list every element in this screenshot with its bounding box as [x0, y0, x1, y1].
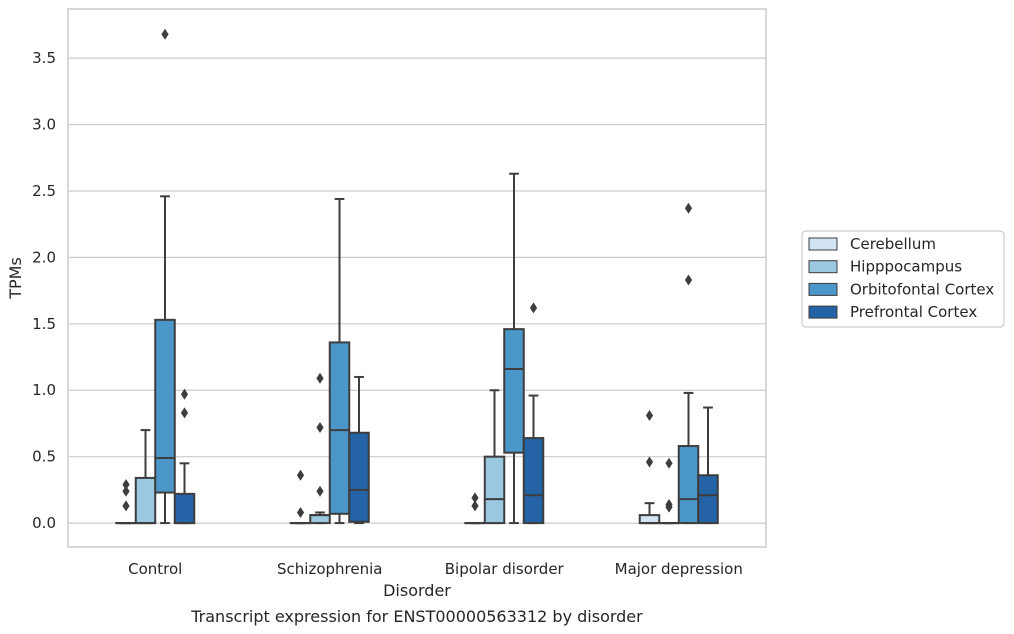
x-tick-label: Major depression	[615, 560, 743, 578]
y-tick-label: 3.5	[32, 49, 56, 67]
outlier-point	[316, 421, 324, 433]
legend-label: Cerebellum	[850, 235, 936, 253]
iqr-box	[348, 431, 370, 523]
legend-label: Hipppocampus	[850, 258, 962, 276]
box-hipppocampus	[309, 372, 331, 525]
iqr-box	[134, 476, 157, 525]
box-orbitofontal-cortex	[677, 202, 700, 525]
iqr-box	[173, 492, 196, 525]
iqr-box	[677, 445, 700, 525]
y-tick-label: 0.5	[32, 448, 56, 466]
legend: Cerebellum Hipppocampus Orbitofontal Corte…	[801, 230, 1005, 328]
legend-swatch	[808, 237, 838, 251]
legend-swatch	[808, 282, 838, 296]
outlier-point	[122, 485, 130, 497]
x-tick-label: Control	[128, 560, 182, 578]
outlier-point	[122, 500, 130, 512]
x-axis-title: Disorder	[383, 581, 451, 600]
box-prefrontal-cortex	[522, 302, 545, 525]
outlier-point	[645, 456, 654, 468]
box-hipppocampus	[483, 389, 506, 525]
box-prefrontal-cortex	[173, 388, 196, 525]
outlier-point	[471, 500, 479, 512]
box-prefrontal-cortex	[697, 406, 719, 525]
iqr-box	[309, 514, 331, 525]
legend-label: Orbitofontal Cortex	[850, 280, 994, 298]
outlier-point	[161, 28, 169, 40]
y-tick-label: 2.0	[32, 248, 56, 266]
box-cerebellum	[115, 479, 137, 525]
iqr-box	[328, 341, 351, 515]
outlier-point	[684, 202, 693, 214]
y-axis-title: TPMs	[6, 257, 25, 300]
x-axis-ticks: Control Schizophrenia Bipolar disorder Majo…	[128, 560, 743, 578]
box-orbitofontal-cortex	[503, 172, 525, 525]
outlier-point	[180, 407, 189, 419]
legend-box	[801, 230, 1005, 328]
x-tick-label: Schizophrenia	[277, 560, 382, 578]
y-tick-label: 3.0	[32, 116, 56, 134]
legend-label: Prefrontal Cortex	[850, 303, 977, 321]
plot-area-frame	[67, 8, 767, 548]
x-tick-label: Bipolar disorder	[445, 560, 565, 578]
iqr-box	[522, 437, 545, 525]
y-tick-label: 2.5	[32, 182, 56, 200]
legend-swatch	[808, 305, 838, 319]
iqr-box	[483, 455, 506, 525]
box-cerebellum	[464, 492, 486, 525]
y-tick-label: 1.0	[32, 381, 56, 399]
y-axis-ticks: 0.0 0.5 1.0 1.5 2.0 2.5 3.0 3.5	[32, 49, 56, 532]
box-cerebellum	[638, 409, 661, 525]
legend-item: Cerebellum	[808, 235, 936, 253]
outlier-point	[665, 457, 673, 469]
iqr-box	[154, 318, 176, 494]
box-hipppocampus	[658, 457, 680, 525]
iqr-box	[503, 328, 525, 454]
box-series	[115, 28, 719, 525]
legend-item: Prefrontal Cortex	[808, 303, 977, 321]
legend-item: Orbitofontal Cortex	[808, 280, 994, 298]
legend-item: Hipppocampus	[808, 258, 962, 276]
y-tick-label: 0.0	[32, 514, 56, 532]
box-orbitofontal-cortex	[154, 28, 176, 525]
outlier-point	[122, 479, 130, 491]
box-hipppocampus	[134, 429, 157, 525]
legend-swatch	[808, 260, 838, 274]
iqr-box	[697, 474, 719, 525]
box-cerebellum	[289, 469, 312, 525]
iqr-box	[638, 514, 661, 525]
outlier-point	[665, 501, 673, 513]
outlier-point	[471, 492, 479, 504]
outlier-point	[180, 388, 189, 400]
box-orbitofontal-cortex	[328, 197, 351, 525]
outlier-point	[316, 485, 324, 497]
box-prefrontal-cortex	[348, 375, 370, 525]
outlier-point	[684, 274, 693, 286]
chart-caption-title: Transcript expression for ENST0000056331…	[190, 607, 643, 626]
outlier-point	[529, 302, 538, 314]
outlier-point	[296, 469, 305, 481]
outlier-point	[645, 409, 654, 421]
outlier-point	[296, 506, 305, 518]
outlier-point	[316, 372, 324, 384]
y-tick-label: 1.5	[32, 315, 56, 333]
